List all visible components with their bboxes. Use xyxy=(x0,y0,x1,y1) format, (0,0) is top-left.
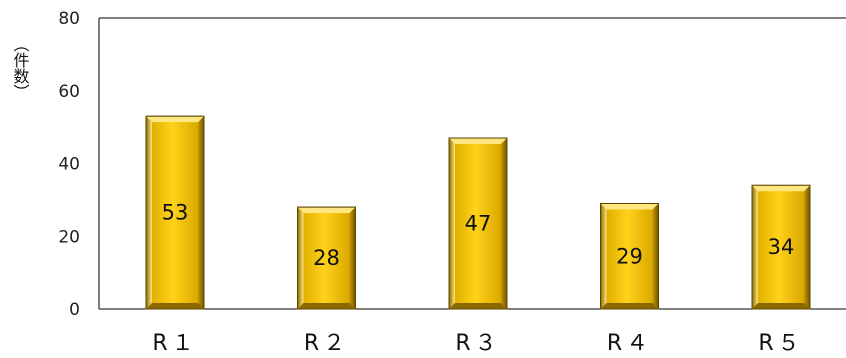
bar-bevel-top xyxy=(297,207,356,214)
bar-bevel-bottom xyxy=(600,303,659,309)
y-tick-label: 0 xyxy=(69,300,80,320)
y-tick-label: 40 xyxy=(58,155,80,175)
data-label: 29 xyxy=(616,244,643,268)
data-label: 53 xyxy=(162,201,189,225)
category-label: R１ xyxy=(152,331,197,356)
bar-bevel-top xyxy=(449,138,507,145)
bar-outline xyxy=(751,184,811,310)
bars: 53 28 47 29 34 xyxy=(145,115,811,310)
y-axis-title: （件数） xyxy=(11,36,30,100)
data-label: 47 xyxy=(465,212,492,236)
bar-bevel-right xyxy=(198,116,204,310)
bar-bevel-left xyxy=(752,185,758,309)
bar-bevel-left xyxy=(600,203,607,309)
category-labels: R１ R２ R３ R４ R５ xyxy=(152,331,803,356)
bar-bevel-bottom xyxy=(297,303,356,309)
bar-bevel-top xyxy=(146,116,204,123)
bar-bevel-bottom xyxy=(752,303,810,309)
bar-bevel-top xyxy=(600,203,659,210)
bar-group: 29 xyxy=(600,203,659,310)
bar-bevel-bottom xyxy=(146,303,204,309)
bar-outline xyxy=(297,206,356,310)
bar-bevel-right xyxy=(804,185,810,309)
category-label: R４ xyxy=(607,331,652,356)
bar-bevel-left xyxy=(146,116,152,310)
data-label: 28 xyxy=(313,246,340,270)
category-label: R３ xyxy=(455,331,500,356)
category-label: R２ xyxy=(304,331,349,356)
bar-face xyxy=(152,122,198,304)
bar-group: 53 xyxy=(145,115,205,310)
bar-bevel-left xyxy=(297,207,304,309)
y-tick-label: 60 xyxy=(58,82,80,102)
y-tick-label: 80 xyxy=(58,9,80,29)
bar-face xyxy=(455,144,501,303)
bar-bevel-bottom xyxy=(449,303,507,309)
bar-face xyxy=(303,213,350,303)
bar-outline xyxy=(145,115,205,310)
bar-group: 47 xyxy=(448,137,508,310)
bar-bevel-right xyxy=(349,207,356,309)
category-label: R５ xyxy=(758,331,803,356)
bar-bevel-right xyxy=(652,203,659,309)
bar-group: 34 xyxy=(751,184,811,310)
y-tick-label: 20 xyxy=(58,227,80,247)
bar-face xyxy=(606,209,653,303)
bar-bevel-top xyxy=(752,185,810,192)
bar-face xyxy=(758,191,804,303)
y-tick-labels: 0 20 40 60 80 xyxy=(58,9,80,320)
bar-group: 28 xyxy=(297,206,356,310)
bar-bevel-right xyxy=(501,138,507,309)
bar-bevel-left xyxy=(449,138,455,309)
data-label: 34 xyxy=(768,235,795,259)
bar-outline xyxy=(448,137,508,310)
bar-outline xyxy=(600,203,659,310)
